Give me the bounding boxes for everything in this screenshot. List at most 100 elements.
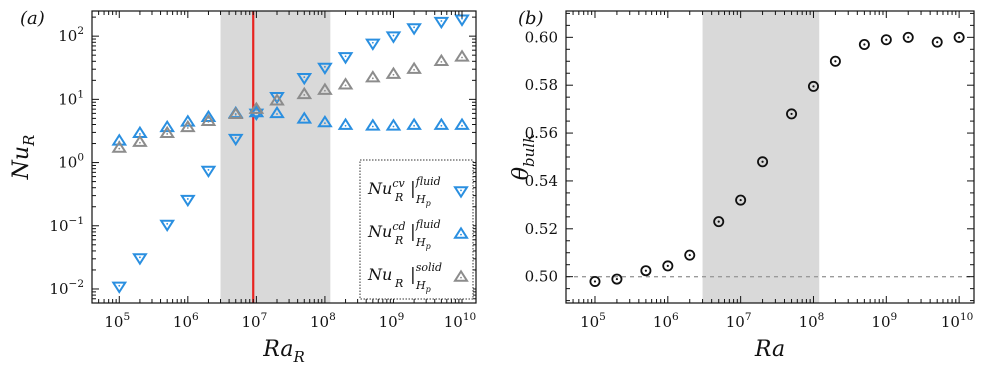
panel-label: (a): [20, 8, 45, 29]
marker-center-dot: [834, 60, 837, 63]
marker-outline: [406, 23, 422, 36]
x-tick-label: 108: [799, 311, 825, 331]
marker-outline: [159, 119, 176, 133]
data-point: [757, 156, 769, 168]
marker-center-dot: [460, 276, 462, 279]
data-point: [953, 31, 965, 43]
data-point: [454, 117, 470, 130]
y-axis-label: NuR: [9, 135, 38, 181]
marker-center-dot: [234, 114, 237, 116]
x-axis-ticks: [91, 11, 463, 303]
y-tick-label: 10−1: [49, 215, 84, 235]
axes-frame: [91, 10, 477, 304]
legend-entry-marker: [453, 269, 469, 282]
marker-center-dot: [761, 160, 764, 163]
marker-circle: [829, 55, 841, 67]
marker-circle: [786, 108, 798, 120]
data-point: [111, 281, 128, 294]
legend-entry-label: Nucv R |fluid Hp: [367, 175, 441, 208]
data-point: [317, 114, 333, 128]
marker-center-dot: [461, 56, 463, 59]
marker-outline: [296, 86, 313, 100]
marker-center-dot: [276, 113, 278, 115]
marker-outline: [269, 105, 285, 119]
marker-outline: [337, 77, 354, 90]
y-tick-label: 10−2: [49, 278, 84, 298]
marker-center-dot: [303, 76, 306, 79]
marker-outline: [180, 194, 196, 208]
marker-center-dot: [958, 36, 961, 39]
data-point: [159, 219, 176, 232]
data-point: [269, 105, 285, 119]
marker-center-dot: [863, 43, 866, 46]
marker-center-dot: [790, 112, 793, 116]
data-point: [829, 55, 841, 67]
marker-outline: [406, 117, 422, 130]
marker-outline: [132, 253, 148, 266]
marker-circle: [953, 31, 965, 43]
marker-center-dot: [460, 189, 462, 192]
marker-outline: [227, 133, 244, 147]
data-point: [365, 38, 381, 51]
marker-center-dot: [186, 198, 189, 200]
marker-center-dot: [461, 124, 463, 127]
data-point: [248, 101, 265, 114]
x-tick-label: 105: [104, 311, 130, 331]
marker-outline: [317, 82, 333, 95]
data-point: [227, 133, 244, 147]
data-point: [317, 82, 333, 95]
marker-circle: [858, 39, 870, 51]
marker-center-dot: [186, 127, 189, 129]
marker-outline: [317, 62, 333, 75]
marker-center-dot: [324, 122, 326, 125]
legend-entry-marker: [453, 226, 469, 239]
data-point: [337, 52, 354, 65]
data-point: [786, 108, 798, 120]
marker-center-dot: [324, 89, 326, 92]
marker-circle: [684, 249, 696, 261]
marker-center-dot: [440, 124, 443, 127]
marker-center-dot: [207, 120, 210, 123]
marker-outline: [296, 72, 313, 86]
marker-outline: [296, 111, 313, 124]
marker-outline: [227, 106, 244, 120]
marker-center-dot: [717, 220, 720, 223]
data-point: [735, 194, 747, 206]
data-point: [180, 194, 196, 208]
legend-entry-label: Nucd R |fluid Hp: [367, 218, 441, 251]
y-tick-label: 102: [58, 25, 84, 45]
data-point: [611, 273, 623, 285]
marker-circle: [640, 265, 652, 277]
marker-center-dot: [460, 233, 462, 236]
marker-outline: [132, 134, 148, 147]
y-tick-label: 101: [58, 88, 84, 108]
data-point: [713, 216, 725, 228]
legend-entry-marker: [453, 186, 469, 199]
data-point: [296, 111, 313, 124]
marker-outline: [269, 93, 285, 106]
data-point: [807, 80, 819, 92]
marker-outline: [433, 16, 450, 30]
shaded-band: [220, 11, 331, 303]
data-point: [296, 72, 313, 86]
y-axis-label: θbulk: [509, 134, 538, 180]
marker-outline: [159, 125, 176, 139]
x-axis-label: RaR: [262, 337, 304, 366]
series-0: [589, 31, 965, 287]
legend-box: [359, 159, 474, 300]
data-point: [684, 249, 696, 261]
marker-circle: [589, 275, 601, 287]
data-point: [385, 31, 402, 44]
marker-outline: [385, 118, 402, 131]
data-point: [589, 275, 601, 287]
series-1: [111, 104, 470, 146]
marker-outline: [159, 219, 176, 232]
marker-outline: [453, 226, 469, 239]
marker-center-dot: [461, 17, 463, 20]
x-tick-label: 107: [241, 311, 267, 331]
marker-circle: [735, 194, 747, 206]
marker-center-dot: [166, 133, 169, 135]
marker-outline: [365, 38, 381, 51]
marker-circle: [757, 156, 769, 168]
marker-center-dot: [885, 38, 888, 41]
